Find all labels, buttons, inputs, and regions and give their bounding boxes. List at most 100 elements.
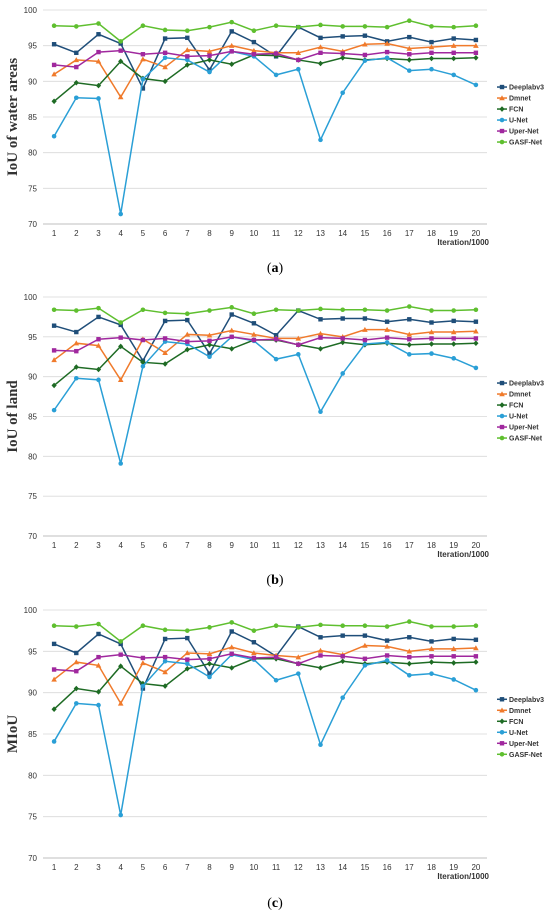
legend-item: U-Net bbox=[497, 414, 528, 421]
x-tick-label: 13 bbox=[316, 541, 325, 550]
legend-item: Deeplabv3 bbox=[497, 697, 544, 704]
data-point bbox=[118, 639, 123, 644]
data-point bbox=[473, 82, 479, 88]
data-point bbox=[384, 335, 390, 340]
data-point bbox=[273, 307, 279, 313]
data-point bbox=[473, 336, 479, 341]
data-point bbox=[185, 635, 190, 641]
x-tick-label: 5 bbox=[141, 541, 146, 550]
legend-label: Dmnet bbox=[509, 708, 531, 715]
data-point bbox=[384, 55, 390, 61]
data-point bbox=[273, 337, 279, 342]
data-point bbox=[118, 641, 123, 647]
data-point bbox=[140, 660, 146, 666]
data-point bbox=[384, 49, 390, 55]
legend-marker bbox=[499, 424, 505, 430]
data-point bbox=[251, 47, 257, 53]
data-point bbox=[207, 354, 212, 360]
legend-marker bbox=[499, 707, 505, 713]
data-point bbox=[473, 637, 479, 642]
series-line bbox=[53, 339, 476, 387]
x-tick-label: 10 bbox=[249, 229, 258, 238]
data-point bbox=[74, 308, 79, 313]
x-tick-label: 16 bbox=[383, 229, 392, 238]
data-point bbox=[96, 49, 101, 55]
data-point bbox=[207, 351, 212, 356]
data-point bbox=[473, 645, 479, 651]
data-point bbox=[51, 641, 57, 647]
data-point bbox=[428, 329, 435, 335]
data-point bbox=[429, 50, 434, 55]
legend-label: Uper-Net bbox=[509, 425, 539, 432]
series-fcn bbox=[51, 655, 479, 712]
legend-label: FCN bbox=[509, 719, 523, 726]
data-point bbox=[95, 342, 102, 348]
data-point bbox=[340, 336, 345, 341]
data-point bbox=[162, 658, 168, 664]
x-tick-label: 9 bbox=[229, 541, 234, 550]
y-tick-label: 90 bbox=[28, 77, 37, 86]
x-tick-label: 4 bbox=[118, 229, 123, 238]
data-point bbox=[451, 660, 457, 666]
legend-label: GASF-Net bbox=[509, 752, 543, 759]
data-point bbox=[295, 50, 302, 55]
data-point bbox=[384, 653, 390, 658]
data-point bbox=[340, 658, 346, 665]
series-deeplabv3 bbox=[51, 308, 479, 363]
legend-marker bbox=[499, 741, 505, 746]
data-point bbox=[206, 332, 213, 338]
data-point bbox=[229, 620, 234, 625]
data-point bbox=[162, 636, 168, 642]
data-point bbox=[451, 55, 457, 62]
data-point bbox=[229, 651, 234, 657]
x-tick-label: 8 bbox=[207, 863, 212, 872]
data-point bbox=[118, 211, 123, 217]
series-u-net bbox=[51, 334, 479, 466]
x-tick-label: 6 bbox=[163, 863, 168, 872]
legend-item: U-Net bbox=[497, 730, 528, 737]
data-point bbox=[74, 668, 79, 674]
x-tick-label: 7 bbox=[185, 863, 190, 872]
legend-item: Deeplabv3 bbox=[497, 85, 544, 92]
y-tick-label: 85 bbox=[28, 113, 37, 122]
legend-label: Dmnet bbox=[509, 392, 531, 399]
data-point bbox=[473, 42, 479, 48]
data-point bbox=[296, 308, 301, 313]
data-point bbox=[473, 54, 479, 61]
series-u-net bbox=[51, 49, 479, 217]
data-point bbox=[450, 646, 457, 652]
data-point bbox=[185, 317, 190, 323]
y-tick-label: 85 bbox=[28, 730, 37, 739]
data-point bbox=[96, 337, 101, 342]
data-point bbox=[362, 337, 368, 343]
data-point bbox=[51, 739, 57, 744]
data-point bbox=[340, 654, 345, 659]
data-point bbox=[251, 321, 257, 326]
legend-marker bbox=[499, 106, 505, 112]
data-point bbox=[451, 318, 456, 324]
data-point bbox=[406, 660, 412, 667]
data-point bbox=[296, 625, 301, 630]
data-point bbox=[473, 365, 479, 371]
data-point bbox=[318, 50, 323, 55]
x-tick-label: 5 bbox=[141, 863, 146, 872]
legend-item: Dmnet bbox=[497, 707, 531, 715]
data-point bbox=[384, 24, 390, 30]
data-point bbox=[74, 375, 79, 381]
x-tick-label: 8 bbox=[207, 541, 212, 550]
y-tick-label: 80 bbox=[28, 771, 37, 780]
data-point bbox=[429, 639, 434, 644]
data-point bbox=[451, 636, 456, 642]
data-point bbox=[407, 352, 412, 357]
data-point bbox=[118, 48, 123, 53]
series-uper-net bbox=[51, 48, 479, 70]
data-point bbox=[162, 310, 168, 316]
data-point bbox=[251, 655, 257, 661]
x-tick-label: 6 bbox=[163, 541, 168, 550]
series-uper-net bbox=[51, 651, 479, 674]
legend-item: Deeplabv3 bbox=[497, 381, 544, 388]
series-line bbox=[53, 54, 476, 102]
legend-marker bbox=[499, 697, 505, 702]
panel-caption: (c) bbox=[267, 896, 283, 911]
data-point bbox=[429, 39, 434, 45]
